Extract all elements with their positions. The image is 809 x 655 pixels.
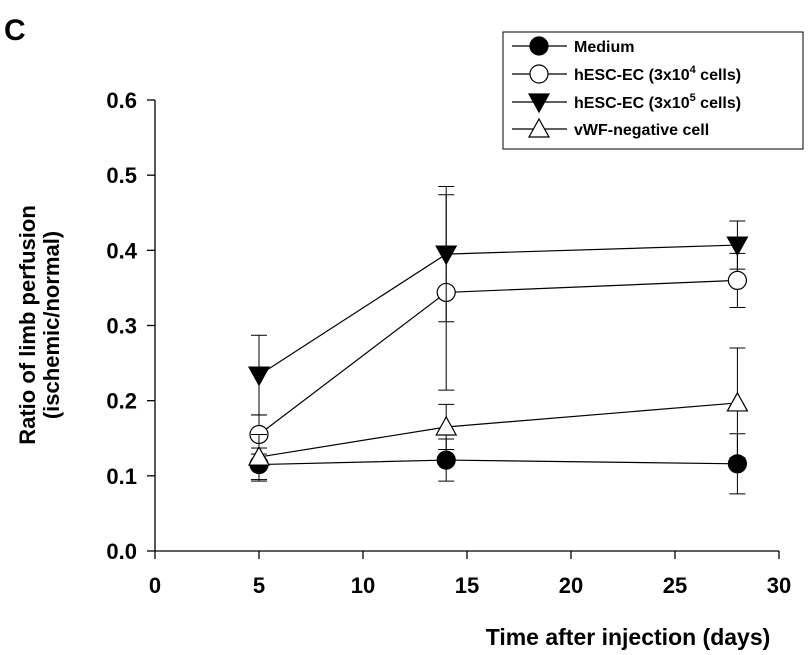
legend-entry: vWF-negative cell xyxy=(512,117,709,139)
series-line xyxy=(258,279,738,435)
x-tick-label: 10 xyxy=(351,573,375,598)
y-axis-label-line2: (ischemic/normal) xyxy=(39,231,64,419)
y-tick-label: 0.5 xyxy=(106,163,137,188)
y-tick-label: 0.4 xyxy=(106,238,137,263)
series-3 xyxy=(247,185,749,416)
data-point xyxy=(727,270,748,290)
y-tick-label: 0.2 xyxy=(106,389,137,414)
x-tick-label: 5 xyxy=(253,573,265,598)
data-point xyxy=(436,450,456,470)
legend-label: Medium xyxy=(574,39,634,56)
legend-entry: Medium xyxy=(512,36,634,56)
legend-label: vWF-negative cell xyxy=(574,122,709,139)
y-tick-label: 0.1 xyxy=(106,464,137,489)
data-point xyxy=(726,391,749,412)
y-tick-label: 0.0 xyxy=(106,539,137,564)
x-tick-label: 30 xyxy=(767,573,791,598)
legend-label: hESC-EC (3x104 cells) xyxy=(574,64,741,84)
series-1 xyxy=(249,433,748,495)
series-line xyxy=(258,459,738,466)
data-point xyxy=(529,36,549,56)
legend-label: hESC-EC (3x105 cells) xyxy=(574,92,741,112)
x-tick-label: 20 xyxy=(559,573,583,598)
x-tick-label: 0 xyxy=(149,573,161,598)
x-tick-label: 15 xyxy=(455,573,479,598)
y-tick-label: 0.3 xyxy=(106,314,137,339)
series-4 xyxy=(247,347,749,481)
y-axis-label-line1: Ratio of limb perfusion xyxy=(15,205,40,445)
legend-entry: hESC-EC (3x105 cells) xyxy=(512,92,741,114)
x-tick-label: 25 xyxy=(663,573,687,598)
series-line xyxy=(258,402,738,458)
data-point xyxy=(529,64,549,84)
x-axis-label: Time after injection (days) xyxy=(486,624,771,650)
data-point xyxy=(726,236,749,257)
panel-label: C xyxy=(4,14,26,47)
series-layer xyxy=(247,185,749,495)
legend: Medium hESC-EC (3x104 cells) hESC-EC (3x10… xyxy=(502,31,804,150)
data-point xyxy=(527,93,551,114)
legend-entry: hESC-EC (3x104 cells) xyxy=(512,64,741,84)
y-tick-label: 0.6 xyxy=(106,88,137,113)
data-point xyxy=(435,415,458,436)
data-point xyxy=(527,117,551,138)
series-2 xyxy=(249,194,748,455)
data-point xyxy=(435,245,458,266)
series-line xyxy=(258,244,738,376)
data-point xyxy=(247,445,271,466)
axes: 0.0 0.1 0.2 0.3 0.4 0.5 0.6 0 5 10 15 20 25 30 xyxy=(106,88,791,598)
data-point xyxy=(247,366,271,387)
